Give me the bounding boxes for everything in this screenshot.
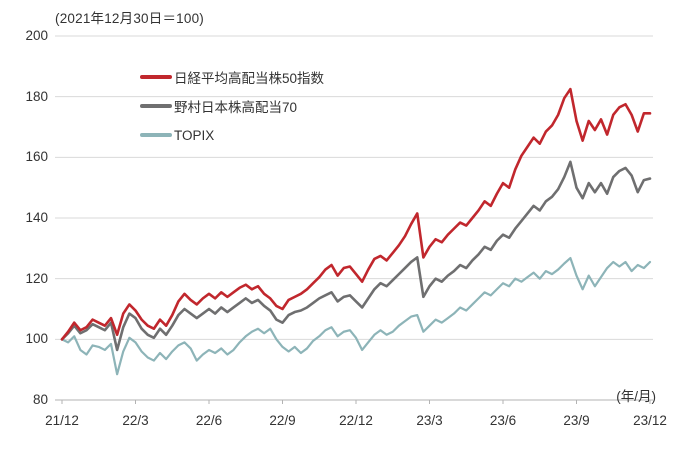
x-axis-unit-label: (年/月) — [616, 389, 656, 404]
y-axis-tick-label: 180 — [25, 88, 48, 104]
x-axis-tick-label: 23/12 — [633, 413, 667, 428]
chart-title: (2021年12月30日＝100) — [55, 11, 204, 26]
series-line-1 — [60, 160, 652, 352]
y-axis-tick-label: 200 — [25, 28, 48, 43]
legend-item-nikkei-high-div-50: 日経平均高配当株50指数 — [140, 67, 324, 87]
y-axis-tick-label: 100 — [25, 331, 48, 347]
legend-item-nomura-high-div-70: 野村日本株高配当70 — [140, 96, 324, 116]
series-line-2 — [60, 256, 652, 376]
x-axis-tick-label: 23/9 — [563, 413, 590, 428]
y-axis-tick-label: 120 — [25, 270, 48, 286]
x-axis-tick-label: 22/12 — [339, 413, 373, 428]
y-axis-tick-label: 80 — [32, 392, 48, 407]
x-axis-tick-label: 23/3 — [416, 413, 443, 428]
series-line-0 — [60, 87, 652, 341]
legend-line-icon — [140, 75, 172, 79]
x-axis-tick-label: 22/6 — [195, 413, 223, 428]
y-axis-tick-label: 160 — [25, 149, 48, 165]
legend: 日経平均高配当株50指数 野村日本株高配当70 TOPIX — [140, 67, 324, 145]
legend-item-topix: TOPIX — [140, 125, 324, 145]
x-axis-tick-label: 23/6 — [489, 413, 517, 428]
legend-label: TOPIX — [174, 127, 215, 143]
x-axis-tick-label: 22/9 — [269, 413, 296, 428]
legend-line-icon — [140, 104, 172, 108]
legend-label: 日経平均高配当株50指数 — [174, 71, 325, 86]
legend-line-icon — [140, 133, 172, 137]
x-axis-tick-label: 22/3 — [122, 413, 149, 428]
legend-label: 野村日本株高配当70 — [174, 100, 298, 115]
y-axis-tick-label: 140 — [25, 210, 48, 225]
x-axis-tick-label: 21/12 — [45, 413, 79, 428]
